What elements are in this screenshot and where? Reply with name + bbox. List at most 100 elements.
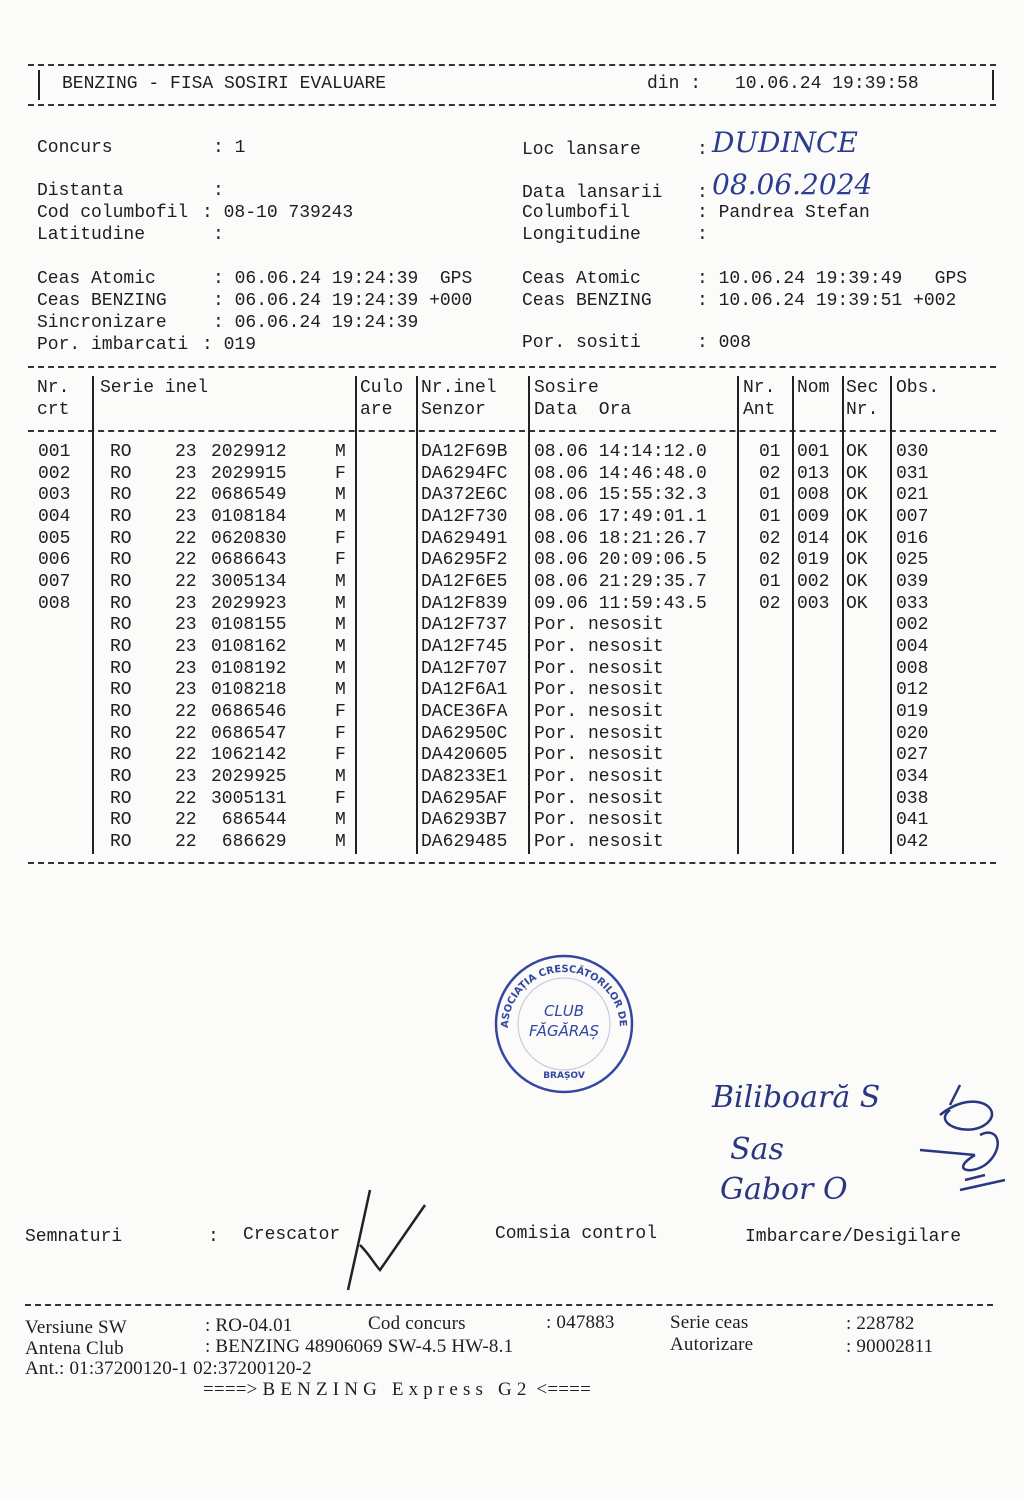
cell-an: 23 [175,442,197,462]
cell-nr: 002 [38,463,71,484]
cell-an: 22 [175,832,197,853]
cell-senzor: DA6295AF [421,788,508,809]
column-divider [416,376,418,854]
cell-senzor: DA372E6C [421,485,508,506]
cell-nr: 006 [38,550,71,571]
cell-an: 23 [175,507,197,527]
column-divider [737,376,739,854]
handwritten-name-2: Sas [730,1132,784,1167]
cell-nr: 004 [38,507,71,527]
cell-sosire: 08.06 20:09:06.5 [534,550,707,571]
cell-sec: OK [846,485,868,506]
cell-an: 22 [175,745,197,766]
cell-sosire: Por. nesosit [534,680,664,701]
col-header-senzor: Nr.inel [421,378,497,398]
cell-nr: 005 [38,528,71,549]
cell-sec: OK [846,442,868,462]
cell-tara: RO [110,463,132,484]
col-header-senzor-2: Senzor [421,400,486,420]
col-header-ant-2: Ant [743,400,776,420]
cell-numar: 2029912 [211,442,287,462]
cell-senzor: DA12F6A1 [421,680,508,701]
ceas-atomic-label-right: Ceas Atomic [522,269,641,289]
cell-sec: OK [846,572,868,593]
cell-sex: F [335,745,346,766]
ceas-benzing-label-right: Ceas BENZING [522,291,652,311]
cell-nom: 014 [797,528,830,549]
cell-nom: 003 [797,593,830,614]
cell-ant: 01 [759,507,781,527]
table-top-border [28,366,996,368]
document-title: BENZING - FISA SOSIRI EVALUARE [62,74,387,94]
benzing-banner: ====> B E N Z I N G E x p r e s s G 2 <=… [203,1379,592,1400]
cell-senzor: DA12F6E5 [421,572,508,593]
cell-numar: 0686546 [211,702,287,723]
cell-senzor: DA6294FC [421,463,508,484]
comisia-control-label: Comisia control [495,1224,658,1244]
cell-numar: 0686643 [211,550,287,571]
cell-obs: 002 [896,615,929,636]
cell-nr: 003 [38,485,71,506]
cell-obs: 007 [896,507,929,527]
cell-an: 22 [175,702,197,723]
cell-numar: 0108218 [211,680,287,701]
cell-tara: RO [110,593,132,614]
cell-numar: 1062142 [211,745,287,766]
cell-sosire: Por. nesosit [534,658,664,679]
cell-numar: 3005134 [211,572,287,593]
cell-sosire: Por. nesosit [534,702,664,723]
sincronizare-value: 06.06.24 19:24:39 [234,313,419,333]
cell-sosire: 08.06 21:29:35.7 [534,572,707,593]
latitudine-label: Latitudine [37,225,146,245]
cell-an: 23 [175,615,197,636]
versiune-label: Versiune SW [25,1317,127,1338]
loc-label: Loc lansare [522,140,641,160]
concurs-value: 1 [234,138,246,158]
cell-numar: 2029925 [211,767,287,788]
cell-senzor: DA420605 [421,745,508,766]
cell-tara: RO [110,572,132,593]
cell-sosire: 08.06 17:49:01.1 [534,507,707,527]
column-divider [528,376,530,854]
handwritten-name-3: Gabor O [720,1172,848,1207]
cell-ant: 02 [759,528,781,549]
cell-tara: RO [110,723,132,744]
cell-numar: 0108184 [211,507,287,527]
cell-sex: M [335,507,346,527]
cell-sosire: 08.06 14:14:12.0 [534,442,707,462]
cell-sosire: 08.06 14:46:48.0 [534,463,707,484]
cell-tara: RO [110,680,132,701]
col-header-culoare-2: are [360,400,393,420]
cell-sex: M [335,615,346,636]
cell-obs: 020 [896,723,929,744]
versiune-value: : RO-04.01 [205,1315,293,1336]
cell-an: 23 [175,767,197,788]
columbofil-value: Pandrea Stefan [718,203,870,223]
cell-nom: 013 [797,463,830,484]
cell-numar: 0108192 [211,658,287,679]
cell-an: 22 [175,810,197,831]
cell-obs: 021 [896,485,929,506]
cell-sec: OK [846,463,868,484]
cell-numar: 0108162 [211,637,287,658]
cell-ant: 02 [759,463,781,484]
cell-ant: 01 [759,572,781,593]
cell-senzor: DA12F745 [421,637,508,658]
cell-senzor: DA12F707 [421,658,508,679]
cell-an: 22 [175,550,197,571]
ceas-benzing-end-offset: +002 [913,291,957,311]
cell-obs: 016 [896,528,929,549]
cell-tara: RO [110,658,132,679]
ceas-benzing-start: 06.06.24 19:24:39 [234,291,419,311]
imbarcare-label: Imbarcare/Desigilare [745,1227,962,1247]
stamp-text-brasov: BRAȘOV [543,1071,585,1081]
longitudine-label: Longitudine [522,225,641,245]
cell-senzor: DA8233E1 [421,767,508,788]
cell-sex: F [335,528,346,549]
cod-columbofil-label: Cod columbofil [37,203,189,223]
cell-an: 22 [175,572,197,593]
cell-nom: 009 [797,507,830,527]
header-top-border [28,64,996,66]
cell-sosire: Por. nesosit [534,767,664,788]
cell-sosire: 09.06 11:59:43.5 [534,593,707,614]
